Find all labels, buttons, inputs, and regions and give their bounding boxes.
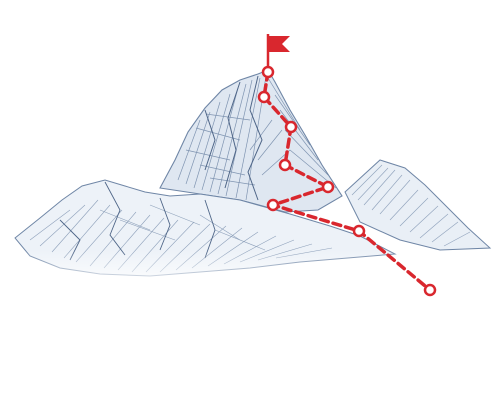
waypoint-icon xyxy=(266,198,280,212)
waypoint-icon xyxy=(284,120,298,134)
waypoint-icon xyxy=(278,158,292,172)
climbing-route xyxy=(262,70,432,292)
main-peak xyxy=(159,69,343,213)
waypoint-icon xyxy=(321,180,335,194)
waypoints xyxy=(257,65,437,297)
waypoint-icon xyxy=(257,90,271,104)
waypoint-icon xyxy=(352,224,366,238)
route-path xyxy=(262,70,432,292)
waypoint-icon xyxy=(261,65,275,79)
waypoint-icon xyxy=(423,283,437,297)
right-peak xyxy=(344,159,492,251)
summit-flag-icon xyxy=(266,34,290,68)
left-ridge xyxy=(0,179,500,290)
